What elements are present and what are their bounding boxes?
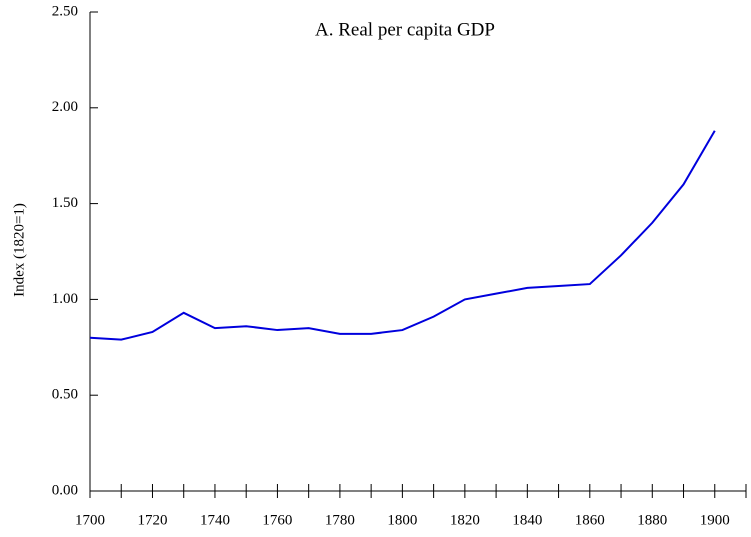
x-tick-label: 1900: [700, 512, 730, 528]
y-tick-label: 1.50: [52, 195, 78, 211]
x-tick-label: 1740: [200, 512, 230, 528]
y-tick-label: 2.00: [52, 99, 78, 115]
x-tick-label: 1840: [512, 512, 542, 528]
x-tick-label: 1880: [637, 512, 667, 528]
x-tick-label: 1700: [75, 512, 105, 528]
y-tick-label: 1.00: [52, 291, 78, 307]
x-tick-label: 1860: [575, 512, 605, 528]
x-tick-label: 1800: [387, 512, 417, 528]
x-tick-label: 1820: [450, 512, 480, 528]
y-axis-label: Index (1820=1): [11, 203, 27, 297]
y-tick-label: 2.50: [52, 3, 78, 19]
chart-title: A. Real per capita GDP: [315, 19, 495, 40]
x-tick-label: 1780: [325, 512, 355, 528]
y-tick-label: 0.50: [52, 387, 78, 403]
x-tick-label: 1720: [137, 512, 167, 528]
data-line: [89, 130, 716, 341]
y-tick-label: 0.00: [52, 482, 78, 498]
x-tick-label: 1760: [262, 512, 292, 528]
